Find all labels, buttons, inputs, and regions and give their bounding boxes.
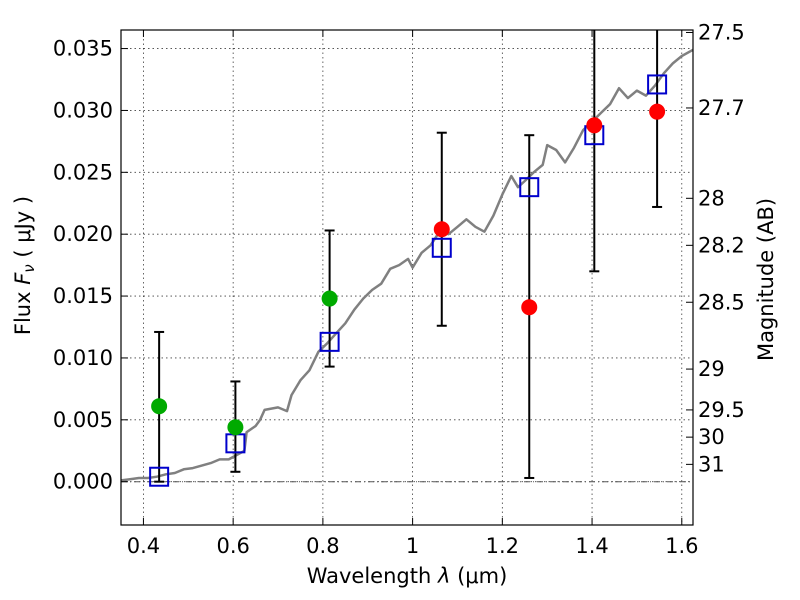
x-tick-label: 1.6 — [665, 534, 698, 558]
magnitude-tick-label: 28 — [698, 186, 725, 210]
y-tick-label: 0.015 — [53, 284, 113, 308]
x-tick-label: 1 — [406, 534, 419, 558]
model-photometry-square — [647, 74, 668, 95]
plot-frame — [120, 29, 694, 526]
y-tick-label: 0.000 — [53, 470, 113, 494]
magnitude-tick-label: 28.2 — [698, 233, 745, 257]
observed-flux-point — [227, 419, 244, 436]
model-photometry-square — [149, 466, 170, 487]
x-tick-label: 0.8 — [306, 534, 339, 558]
x-axis-label: Wavelength λ (μm) — [307, 564, 508, 588]
observed-flux-point — [586, 117, 603, 134]
observed-flux-point — [151, 398, 168, 415]
marker-layer — [149, 74, 668, 487]
y-tick-label: 0.025 — [53, 160, 113, 184]
grid-layer — [121, 30, 693, 525]
y-tick-label: 0.010 — [53, 346, 113, 370]
model-photometry-square — [319, 331, 340, 352]
model-photometry-square — [519, 177, 540, 198]
x-tick-label: 0.6 — [216, 534, 249, 558]
y-axis-label: Flux Fν ( μJy ) — [11, 196, 38, 335]
observed-flux-point — [521, 299, 538, 316]
observed-flux-point — [321, 290, 338, 307]
y-axis-label-text: Flux — [11, 285, 35, 335]
magnitude-tick-label: 27.7 — [698, 96, 745, 120]
x-axis-label-symbol: λ — [437, 564, 450, 588]
observed-flux-point — [649, 103, 666, 120]
magnitude-tick-label: 29 — [698, 357, 725, 381]
magnitude-axis-label: Magnitude (AB) — [754, 198, 778, 361]
model-spectrum-line — [120, 48, 694, 482]
error-bar-layer — [154, 30, 663, 483]
observed-flux-point — [433, 221, 450, 238]
model-photometry-square — [431, 237, 452, 258]
model-spectrum-layer — [120, 48, 694, 483]
y-tick-label: 0.005 — [53, 408, 113, 432]
magnitude-tick-label: 30 — [698, 425, 725, 449]
x-tick-label: 1.4 — [575, 534, 608, 558]
y-axis-label-unit: ( μJy ) — [11, 196, 35, 264]
x-axis-label-unit: (μm) — [450, 564, 507, 588]
magnitude-tick-label: 28.5 — [698, 290, 745, 314]
y-axis-label-symbol: F — [11, 272, 35, 285]
x-tick-label: 0.4 — [127, 534, 160, 558]
y-axis-label-subscript: ν — [20, 264, 38, 272]
magnitude-tick-label: 31 — [698, 452, 725, 476]
tick-layer: 0.4 0.6 0.8 1 1.2 1.4 1.6 0.000 0.005 0.010 0.015 0… — [53, 20, 745, 558]
y-tick-label: 0.020 — [53, 222, 113, 246]
y-tick-label: 0.030 — [53, 98, 113, 122]
y-tick-label: 0.035 — [53, 37, 113, 61]
x-tick-label: 1.2 — [486, 534, 519, 558]
x-axis-label-text: Wavelength — [307, 564, 438, 588]
magnitude-tick-label: 27.5 — [698, 20, 745, 44]
magnitude-tick-label: 29.5 — [698, 398, 745, 422]
